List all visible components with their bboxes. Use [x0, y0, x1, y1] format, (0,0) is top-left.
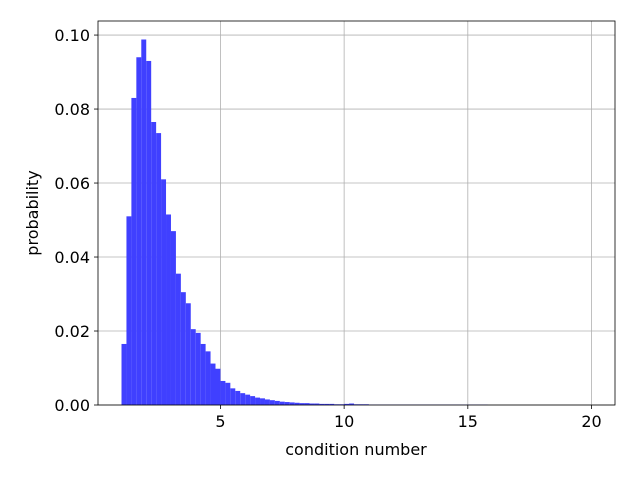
bar [161, 179, 167, 405]
bar [294, 402, 300, 405]
plot-frame [97, 20, 616, 406]
bar [329, 403, 335, 405]
bar [205, 351, 211, 405]
bar [170, 231, 176, 405]
x-tick-label: 15 [458, 412, 478, 431]
bar [349, 403, 355, 405]
bar [260, 398, 265, 405]
bar [279, 401, 285, 405]
y-tick-label: 0.08 [54, 100, 90, 119]
x-axis-label: condition number [285, 440, 427, 459]
bar [324, 403, 330, 405]
y-tick-label: 0.04 [54, 248, 90, 267]
bar [146, 60, 152, 405]
bar [304, 403, 310, 405]
bar [195, 332, 201, 405]
bar [126, 216, 132, 405]
bar [240, 393, 246, 405]
bar [309, 403, 315, 405]
x-tick-label: 20 [581, 412, 601, 431]
bar [210, 363, 216, 405]
bar [190, 329, 196, 405]
bar [255, 397, 261, 405]
bar [141, 39, 147, 406]
bar [250, 396, 256, 405]
bar [274, 400, 280, 405]
y-tick-label: 0.10 [54, 26, 90, 45]
bar [289, 402, 295, 405]
bar [269, 400, 275, 405]
bar [185, 303, 191, 405]
bar [215, 368, 221, 405]
bar [136, 57, 142, 405]
bar [314, 403, 320, 405]
bar [175, 273, 181, 405]
bar [245, 394, 251, 405]
bar [156, 133, 162, 406]
bar [151, 121, 157, 406]
y-axis-label: probability [23, 170, 42, 255]
bar [344, 403, 350, 405]
bar [200, 343, 206, 405]
bar [299, 403, 305, 405]
bar [264, 399, 270, 405]
bar [166, 214, 171, 405]
bar [121, 343, 127, 405]
y-tick-label: 0.00 [54, 396, 90, 415]
bar [230, 388, 236, 405]
bar [180, 292, 186, 405]
x-tick-label: 10 [334, 412, 354, 431]
y-tick-label: 0.06 [54, 174, 90, 193]
bar [220, 380, 226, 405]
y-tick-label: 0.02 [54, 322, 90, 341]
bar [225, 382, 231, 405]
x-tick-label: 5 [215, 412, 225, 431]
bar [131, 97, 137, 406]
bar [235, 390, 241, 405]
bar [319, 403, 325, 405]
bar [284, 402, 290, 405]
